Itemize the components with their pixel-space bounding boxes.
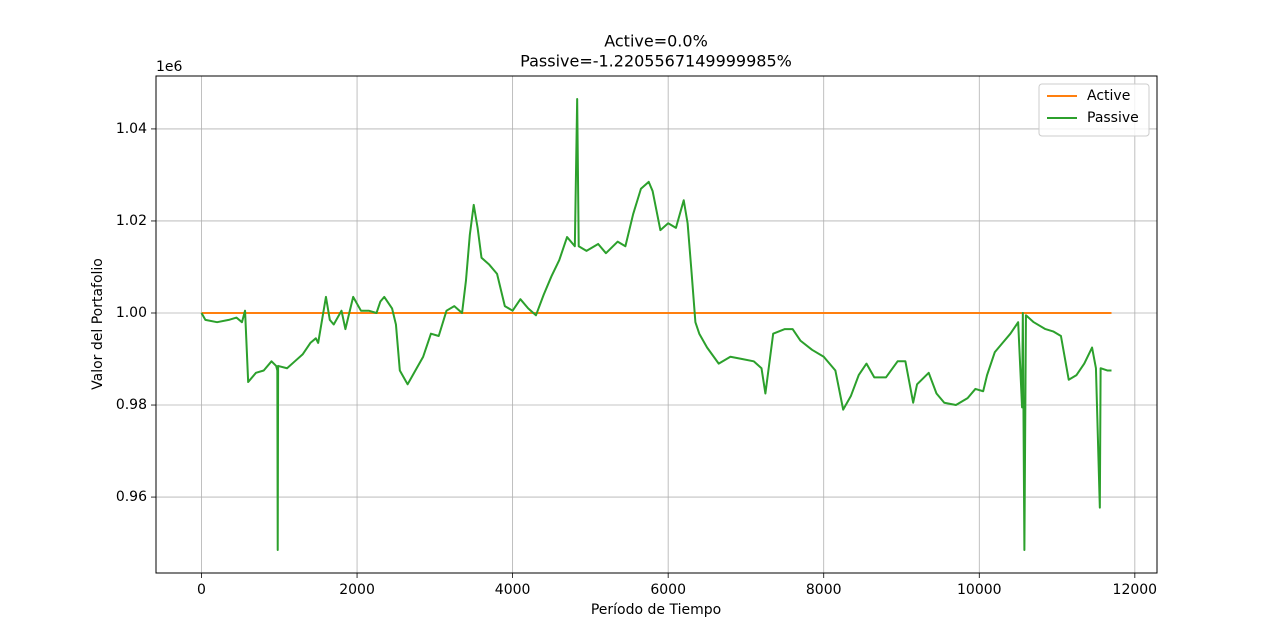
legend-label: Active (1087, 88, 1130, 104)
y-axis-label: Valor del Portafolio (90, 258, 106, 390)
x-tick-label: 12000 (1113, 582, 1158, 598)
x-tick-label: 10000 (957, 582, 1002, 598)
x-axis-label: Período de Tiempo (591, 602, 721, 618)
legend-label: Passive (1087, 110, 1139, 126)
x-tick-label: 8000 (806, 582, 842, 598)
line-series (200, 98, 1112, 551)
x-tick-label: 2000 (339, 582, 375, 598)
y-tick-label: 0.96 (116, 489, 147, 505)
y-offset-label: 1e6 (156, 59, 183, 75)
x-tick-label: 0 (197, 582, 206, 598)
title-line: Passive=-1.2205567149999985% (520, 52, 792, 71)
y-tick-label: 1.04 (116, 121, 147, 137)
x-tick-label: 6000 (650, 582, 686, 598)
plot-frame (155, 75, 1158, 574)
y-tick-label: 1.00 (116, 305, 147, 321)
x-tick-label: 4000 (495, 582, 531, 598)
y-tick-label: 1.02 (116, 213, 147, 229)
y-tick-label: 0.98 (116, 397, 147, 413)
title-line: Active=0.0% (604, 32, 708, 51)
